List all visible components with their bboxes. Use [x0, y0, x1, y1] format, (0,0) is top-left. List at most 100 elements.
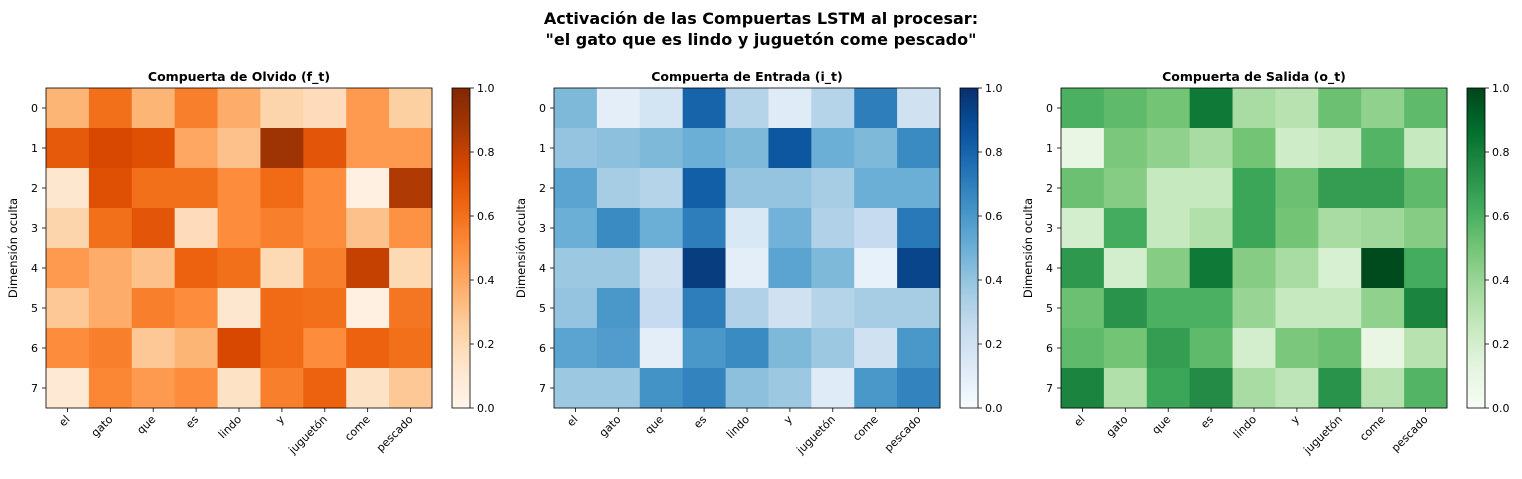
x-tick-label: come [342, 413, 373, 444]
heatmap-cell [1146, 208, 1191, 249]
heatmap-cell [346, 128, 390, 169]
heatmap-cell [88, 288, 133, 329]
colorbar-tick-label: 0.2 [985, 338, 1003, 351]
heatmap-cell [811, 288, 855, 329]
heatmap-cell [303, 168, 347, 209]
heatmap-cell [260, 328, 304, 369]
x-tick-label: lindo [724, 413, 752, 441]
colorbar-tick-label: 0.8 [477, 146, 495, 159]
panel-title: Compuerta de Salida (o_t) [1162, 69, 1346, 85]
heatmap-cell [854, 128, 898, 169]
heatmap-cell [811, 128, 855, 169]
heatmap-cell [260, 368, 304, 409]
heatmap-cell [596, 288, 641, 329]
heatmap-cell [639, 128, 684, 169]
heatmap-cell [768, 328, 812, 369]
heatmap-cell [174, 288, 219, 329]
y-tick-label: 0 [1046, 102, 1053, 115]
heatmap-cell [1061, 368, 1105, 409]
heatmap-cell [46, 208, 90, 249]
heatmap-cell [1361, 88, 1405, 129]
y-tick-label: 3 [31, 222, 38, 235]
heatmap-cell [639, 248, 684, 289]
heatmap-cell [174, 168, 219, 209]
heatmap-cell [1189, 368, 1234, 409]
heatmap-cell [1103, 88, 1148, 129]
heatmap-cell [639, 328, 684, 369]
heatmap-cell [88, 88, 133, 129]
figure-subtitle: "el gato que es lindo y juguetón come pe… [546, 30, 977, 49]
heatmap-cell [1404, 168, 1448, 209]
heatmap-cell [854, 168, 898, 209]
heatmap-cell [260, 288, 304, 329]
y-tick-label: 1 [31, 142, 38, 155]
heatmap-cell [639, 168, 684, 209]
heatmap-cell [1404, 248, 1448, 289]
heatmap-cell [1146, 248, 1191, 289]
heatmap-cell [389, 328, 433, 369]
colorbar-tick-label: 1.0 [985, 82, 1003, 95]
heatmap-cell [1361, 368, 1405, 409]
heatmap-cell [682, 288, 727, 329]
colorbar-tick-label: 0.4 [1492, 274, 1510, 287]
heatmap-cell [131, 328, 176, 369]
colorbar-tick-label: 1.0 [477, 82, 495, 95]
heatmap-cell [217, 168, 261, 209]
heatmap-cell [682, 168, 727, 209]
heatmap-cell [389, 128, 433, 169]
heatmap-cell [639, 88, 684, 129]
heatmap-cell [46, 88, 90, 129]
heatmap-cell [854, 368, 898, 409]
heatmap-cell [1232, 88, 1276, 129]
colorbar-tick-label: 0.6 [985, 210, 1003, 223]
heatmap-cell [725, 168, 769, 209]
heatmap-cell [1318, 168, 1362, 209]
heatmap-cell [1361, 248, 1405, 289]
heatmap-panel-2: Compuerta de Salida (o_t) Dimensión ocult… [1021, 69, 1510, 457]
heatmap-cell [389, 368, 433, 409]
heatmap-cell [897, 248, 941, 289]
x-tick-label: el [564, 413, 580, 429]
heatmap-cell [1146, 328, 1191, 369]
heatmap-cell [46, 328, 90, 369]
colorbar [451, 87, 471, 409]
heatmap-cell [854, 88, 898, 129]
heatmap-cell [854, 208, 898, 249]
heatmap-cell [346, 208, 390, 249]
heatmap-cell [596, 208, 641, 249]
heatmap-cell [46, 368, 90, 409]
y-tick-label: 6 [1046, 342, 1053, 355]
heatmap-cell [811, 368, 855, 409]
x-tick-label: el [1071, 413, 1087, 429]
x-tick-label: que [134, 413, 158, 437]
heatmap-cell [596, 368, 641, 409]
heatmap-cell [682, 88, 727, 129]
x-tick-label: gato [1104, 413, 1131, 440]
heatmap-cell [811, 168, 855, 209]
colorbar [959, 87, 979, 409]
heatmap-cell [1361, 128, 1405, 169]
heatmap-cell [1361, 168, 1405, 209]
heatmap-cell [1103, 368, 1148, 409]
heatmap-cell [1318, 248, 1362, 289]
heatmap-cell [811, 248, 855, 289]
heatmap-cell [303, 288, 347, 329]
y-tick-label: 4 [1046, 262, 1053, 275]
y-tick-label: 5 [31, 302, 38, 315]
heatmap-cell [1061, 168, 1105, 209]
heatmap-cell [897, 288, 941, 329]
heatmap-cell [260, 128, 304, 169]
heatmap-cell [389, 208, 433, 249]
heatmap-cell [1361, 288, 1405, 329]
x-tick-label: y [1288, 413, 1302, 427]
heatmap-cell [639, 288, 684, 329]
heatmap-cell [897, 208, 941, 249]
heatmap-cell [596, 128, 641, 169]
heatmap-cell [303, 328, 347, 369]
colorbar-tick-label: 0.0 [477, 402, 495, 415]
heatmap-cell [1146, 128, 1191, 169]
heatmap-cell [217, 368, 261, 409]
heatmap-cell [1189, 208, 1234, 249]
y-tick-label: 2 [539, 182, 546, 195]
x-tick-label: gato [597, 413, 624, 440]
